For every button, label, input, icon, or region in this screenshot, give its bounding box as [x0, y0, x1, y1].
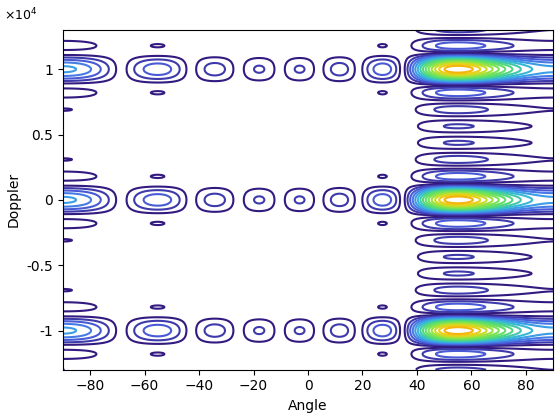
Text: $\times10^4$: $\times10^4$: [4, 7, 38, 23]
Y-axis label: Doppler: Doppler: [7, 172, 21, 228]
X-axis label: Angle: Angle: [288, 399, 328, 413]
